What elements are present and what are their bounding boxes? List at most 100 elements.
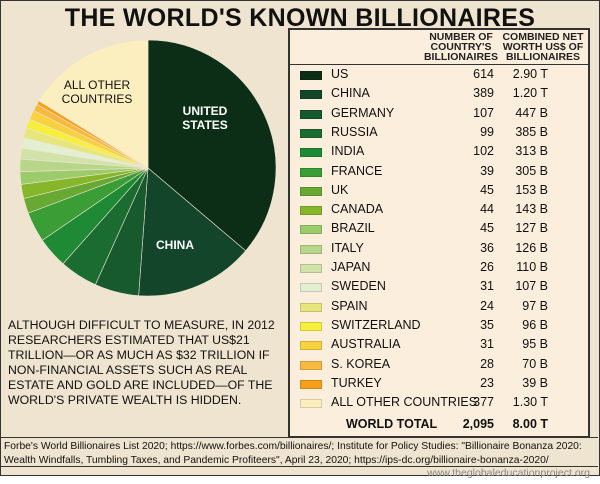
pie-slice-china [138, 167, 247, 297]
billionaire-count: 39 [480, 163, 494, 178]
legend-swatch [300, 71, 322, 80]
legend-swatch [300, 186, 322, 196]
billionaire-count: 45 [480, 221, 494, 236]
legend-swatch [300, 341, 322, 351]
billionaire-count: 99 [480, 124, 494, 139]
billionaire-count: 36 [480, 240, 494, 255]
net-worth: 110 B [516, 260, 548, 274]
billionaire-count: 377 [473, 395, 494, 410]
website-credit: www.theglobaleducationproject.org [427, 467, 590, 479]
billionaire-count: 31 [480, 279, 494, 294]
legend-swatch [300, 283, 322, 293]
country-name: ITALY [331, 240, 364, 255]
column-header-count: NUMBER OF COUNTRY'S BILLIONAIRES [423, 31, 499, 63]
net-worth: 70 B [522, 356, 548, 371]
legend-swatch [300, 379, 322, 389]
table-row: SPAIN 24 97 B [290, 298, 590, 316]
column-header-worth: COMBINED NET WORTH US$ OF BILLIONAIRES [502, 31, 584, 63]
country-name: SWITZERLAND [331, 317, 421, 332]
net-worth: 97 B [522, 298, 548, 313]
billionaire-count: 26 [480, 260, 494, 274]
total-label: WORLD TOTAL [346, 417, 438, 431]
billionaire-count: 35 [480, 317, 494, 332]
table-row: CHINA 389 1.20 T [290, 85, 590, 103]
legend-swatch [300, 128, 322, 138]
table-row: TURKEY 23 39 B [290, 375, 590, 393]
legend-swatch [300, 360, 322, 370]
table-row: INDIA 102 313 B [290, 143, 590, 161]
page-title: THE WORLD'S KNOWN BILLIONAIRES [64, 4, 536, 32]
country-name: TURKEY [331, 375, 382, 390]
table-row: US 614 2.90 T [290, 66, 590, 84]
country-name: UK [331, 182, 349, 197]
country-name: SWEDEN [331, 279, 386, 294]
billionaire-count: 102 [473, 144, 494, 159]
hidden-wealth-note: ALTHOUGH DIFFICULT TO MEASURE, IN 2012 R… [8, 318, 275, 407]
net-worth: 95 B [522, 337, 548, 352]
total-row: WORLD TOTAL 2,095 8.00 T [290, 416, 590, 434]
table-row: CANADA 44 143 B [290, 201, 590, 219]
country-name: CHINA [331, 86, 370, 101]
net-worth: 127 B [515, 221, 548, 236]
billionaire-count: 45 [480, 182, 494, 197]
billionaire-count: 24 [480, 298, 494, 313]
pie-chart [19, 39, 277, 297]
net-worth: 385 B [515, 124, 548, 139]
billionaire-count: 31 [480, 337, 494, 352]
billionaire-count: 44 [480, 202, 494, 217]
net-worth: 305 B [515, 163, 548, 178]
table-row: SWEDEN 31 107 B [290, 278, 590, 296]
header-divider [290, 64, 588, 65]
legend-swatch [300, 206, 322, 216]
country-name: FRANCE [331, 163, 383, 178]
country-name: S. KOREA [331, 356, 391, 371]
pie-slice-us [147, 39, 277, 252]
data-table: NUMBER OF COUNTRY'S BILLIONAIRES COMBINE… [288, 28, 590, 438]
table-row: ALL OTHER COUNTRIES 377 1.30 T [290, 394, 590, 412]
table-row: AUSTRALIA 31 95 B [290, 336, 590, 354]
legend-swatch [300, 244, 322, 254]
table-row: FRANCE 39 305 B [290, 163, 590, 181]
net-worth: 2.90 T [512, 67, 548, 81]
net-worth: 313 B [515, 144, 548, 159]
table-row: UK 45 153 B [290, 182, 590, 200]
country-name: CANADA [331, 202, 384, 217]
legend-swatch [300, 321, 322, 331]
country-name: ALL OTHER COUNTRIES [331, 395, 478, 410]
pie-label-other: ALL OTHER COUNTRIES [61, 78, 133, 106]
net-worth: 1.30 T [512, 395, 548, 410]
legend-swatch [300, 302, 322, 312]
net-worth: 96 B [522, 317, 548, 332]
billionaire-count: 23 [480, 375, 494, 390]
pie-slice-all-other-countries [38, 39, 149, 169]
legend-swatch [300, 264, 322, 273]
net-worth: 153 B [515, 182, 548, 197]
total-worth: 8.00 T [512, 417, 548, 431]
country-name: RUSSIA [331, 124, 378, 139]
pie-label-china: CHINA [156, 238, 194, 252]
billionaire-count: 28 [480, 356, 494, 371]
country-name: AUSTRALIA [331, 337, 401, 352]
legend-swatch [300, 167, 322, 177]
table-row: RUSSIA 99 385 B [290, 124, 590, 142]
country-name: US [331, 67, 349, 81]
table-row: BRAZIL 45 127 B [290, 220, 590, 238]
country-name: GERMANY [331, 105, 395, 120]
pie-label-us: UNITED STATES [182, 104, 228, 132]
billionaire-count: 614 [473, 67, 494, 81]
billionaire-count: 389 [473, 86, 494, 101]
table-row: S. KOREA 28 70 B [290, 356, 590, 374]
net-worth: 126 B [515, 240, 548, 255]
table-row: ITALY 36 126 B [290, 240, 590, 258]
net-worth: 39 B [522, 375, 548, 390]
table-row: SWITZERLAND 35 96 B [290, 317, 590, 335]
table-row: GERMANY 107 447 B [290, 105, 590, 123]
legend-swatch [300, 148, 322, 158]
country-name: SPAIN [331, 298, 368, 313]
net-worth: 1.20 T [512, 86, 548, 101]
total-count: 2,095 [462, 417, 494, 431]
country-name: BRAZIL [331, 221, 375, 236]
legend-swatch [300, 225, 322, 235]
net-worth: 107 B [515, 279, 548, 294]
billionaire-count: 107 [473, 105, 494, 120]
